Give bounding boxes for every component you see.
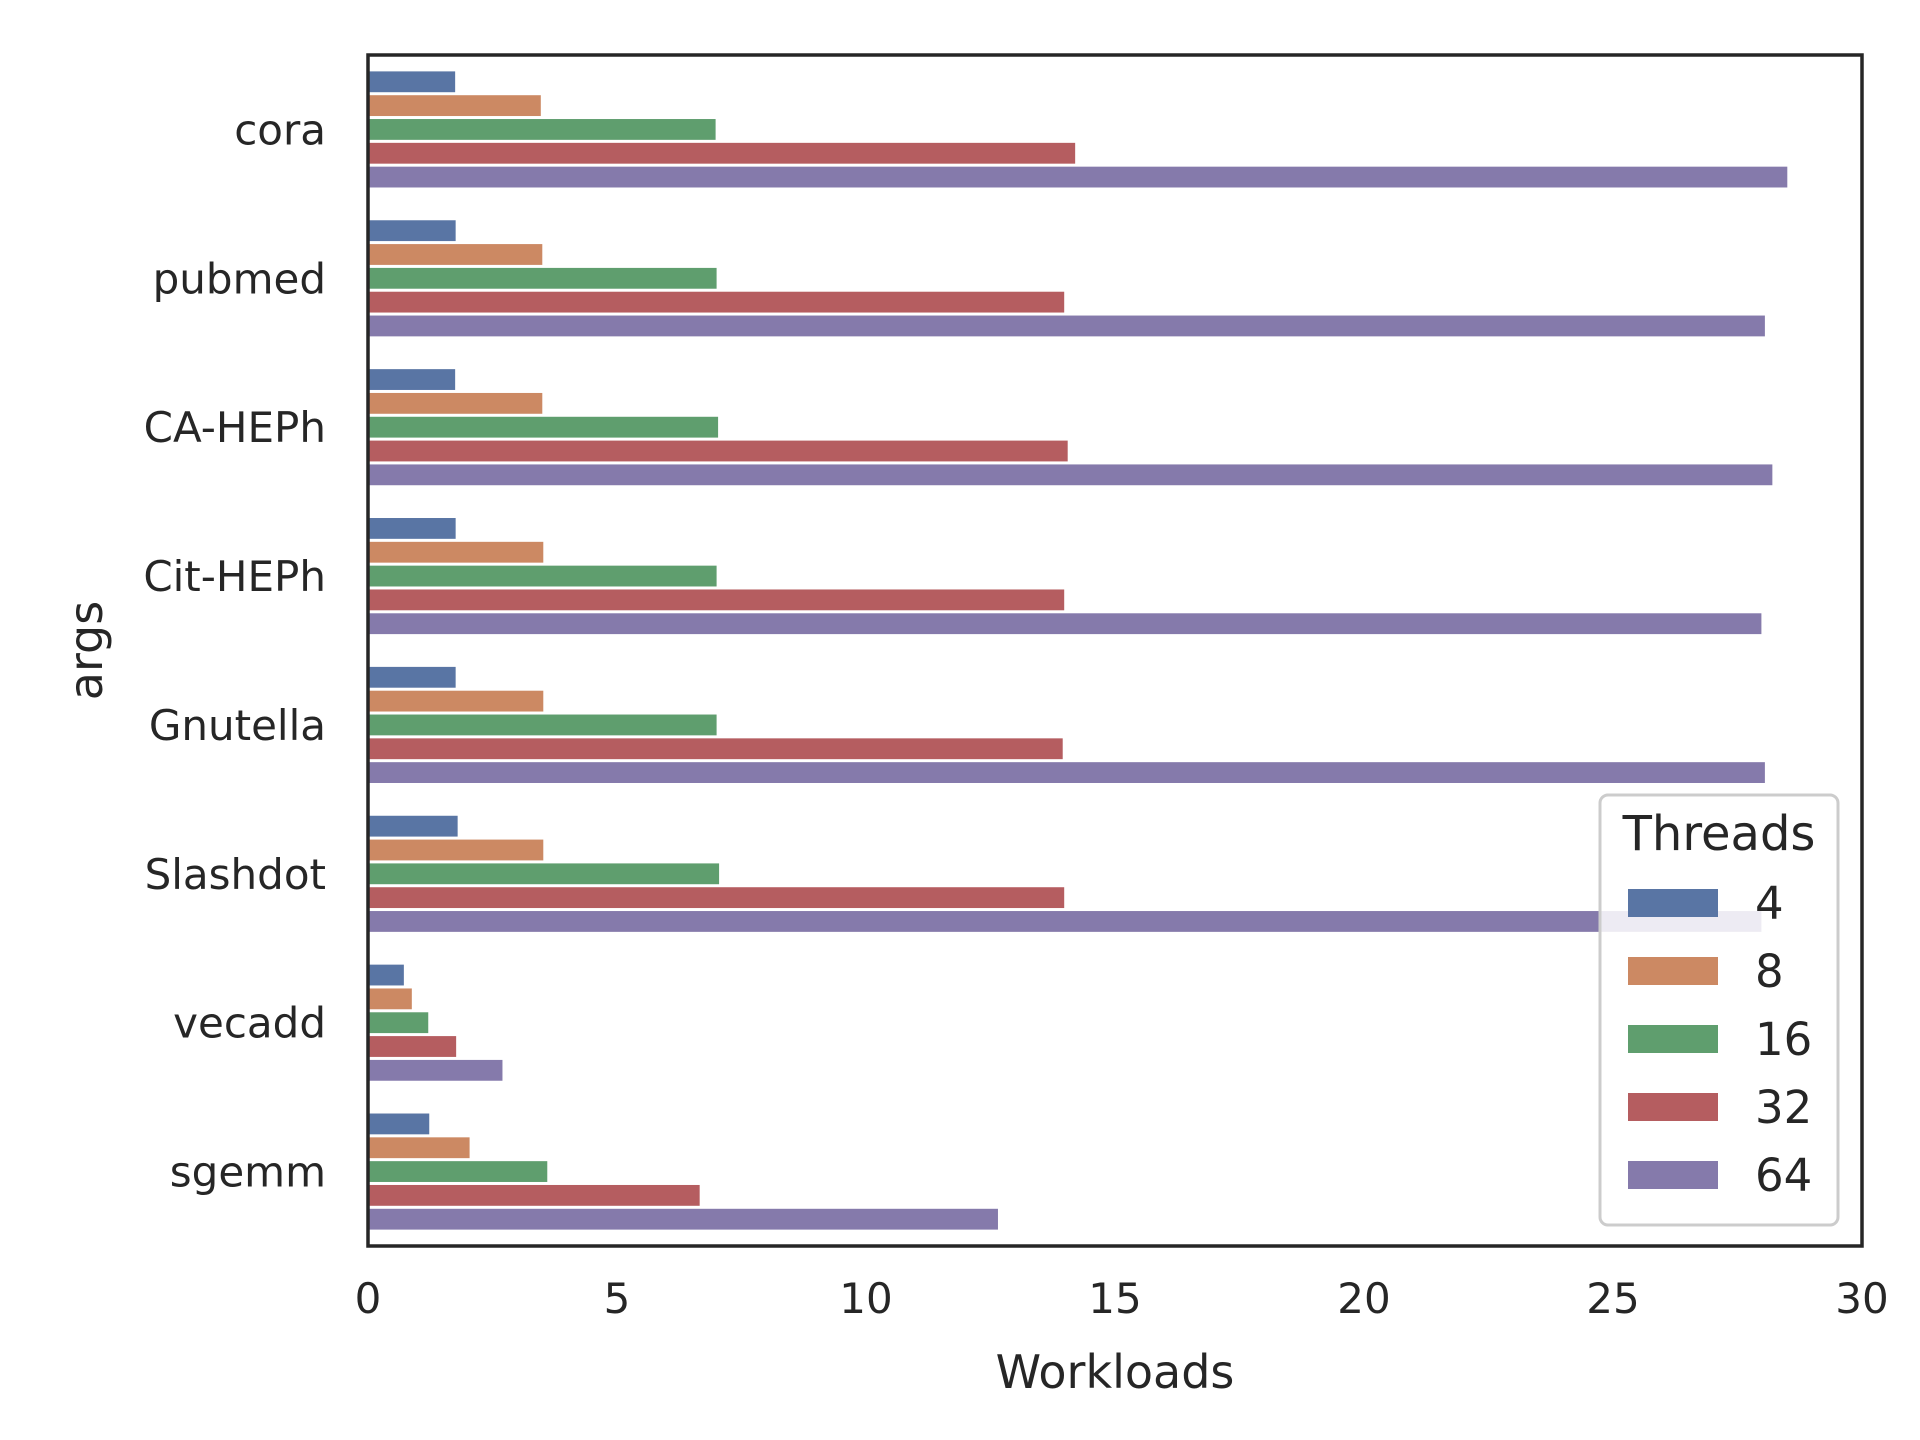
y-tick-label: vecadd [173,999,326,1048]
bar-pubmed-32 [369,291,1065,313]
bar-vecadd-64 [369,1059,503,1081]
bar-pubmed-8 [369,244,543,265]
bar-Slashdot-8 [369,839,544,861]
bar-sgemm-4 [369,1113,430,1135]
bar-Slashdot-4 [369,815,458,837]
x-tick-label: 5 [604,1274,631,1323]
legend-label: 64 [1755,1149,1812,1202]
bar-Cit-HEPh-32 [369,589,1065,611]
bar-cora-64 [369,166,1788,188]
y-tick-labels: cora pubmed CA-HEPh Cit-HEPh Gnutella Slashdo… [143,105,326,1196]
bar-vecadd-32 [369,1036,457,1057]
bar-pubmed-64 [369,315,1765,337]
x-tick-label: 20 [1337,1274,1390,1323]
legend-swatch [1628,1025,1718,1053]
x-tick-label: 15 [1088,1274,1141,1323]
legend-label: 4 [1755,877,1784,930]
y-axis-label: args [59,601,113,700]
y-tick-label: Slashdot [145,850,326,899]
bar-cora-8 [369,95,541,117]
y-tick-label: pubmed [153,254,326,303]
bar-Cit-HEPh-64 [369,613,1762,635]
x-tick-label: 10 [839,1274,892,1323]
bar-cora-16 [369,119,716,140]
bar-pubmed-4 [369,220,456,242]
y-tick-label: Gnutella [149,701,326,750]
bar-Gnutella-16 [369,714,717,736]
y-tick-label: cora [234,105,326,154]
y-tick-label: Cit-HEPh [143,552,326,601]
bar-Gnutella-32 [369,738,1063,760]
x-tick-labels: 0 5 10 15 20 25 30 [355,1274,1889,1323]
y-tick-label: sgemm [170,1148,326,1197]
y-tick-label: CA-HEPh [144,403,326,452]
bar-Slashdot-16 [369,863,720,885]
bar-CA-HEPh-32 [369,440,1068,462]
bar-Gnutella-8 [369,690,544,712]
legend-swatch [1628,1161,1718,1189]
legend-items: 4 8 16 32 64 [1628,877,1812,1202]
plot-frame [366,53,1864,1248]
bar-Cit-HEPh-16 [369,565,717,587]
bar-Cit-HEPh-4 [369,518,456,539]
legend: Threads 4 8 16 32 64 [1598,793,1840,1227]
bar-vecadd-4 [369,964,404,986]
x-tick-label: 25 [1586,1274,1639,1323]
bar-Gnutella-64 [369,762,1765,783]
bar-cora-4 [369,71,456,93]
legend-label: 32 [1755,1081,1812,1134]
bar-CA-HEPh-64 [369,464,1773,486]
bar-vecadd-16 [369,1012,429,1034]
bar-CA-HEPh-4 [369,369,456,390]
bar-pubmed-16 [369,267,717,289]
legend-swatch [1628,957,1718,985]
bar-Slashdot-32 [369,887,1065,909]
legend-label: 16 [1755,1013,1812,1066]
bar-cora-32 [369,142,1076,164]
legend-title: Threads [1622,806,1816,862]
bar-CA-HEPh-8 [369,392,543,414]
bar-sgemm-32 [369,1184,700,1206]
x-axis-label: Workloads [996,1345,1235,1399]
bar-sgemm-64 [369,1208,998,1230]
bar-sgemm-16 [369,1161,548,1182]
bar-sgemm-8 [369,1137,470,1159]
bar-vecadd-8 [369,988,412,1010]
bar-CA-HEPh-16 [369,416,719,438]
legend-swatch [1628,889,1718,917]
legend-swatch [1628,1093,1718,1121]
bar-Cit-HEPh-8 [369,541,544,563]
bar-Slashdot-64 [369,911,1762,932]
bar-Gnutella-4 [369,666,456,688]
x-tick-label: 30 [1835,1274,1888,1323]
bars-layer [369,71,1788,1230]
legend-label: 8 [1755,945,1784,998]
x-tick-label: 0 [355,1274,382,1323]
